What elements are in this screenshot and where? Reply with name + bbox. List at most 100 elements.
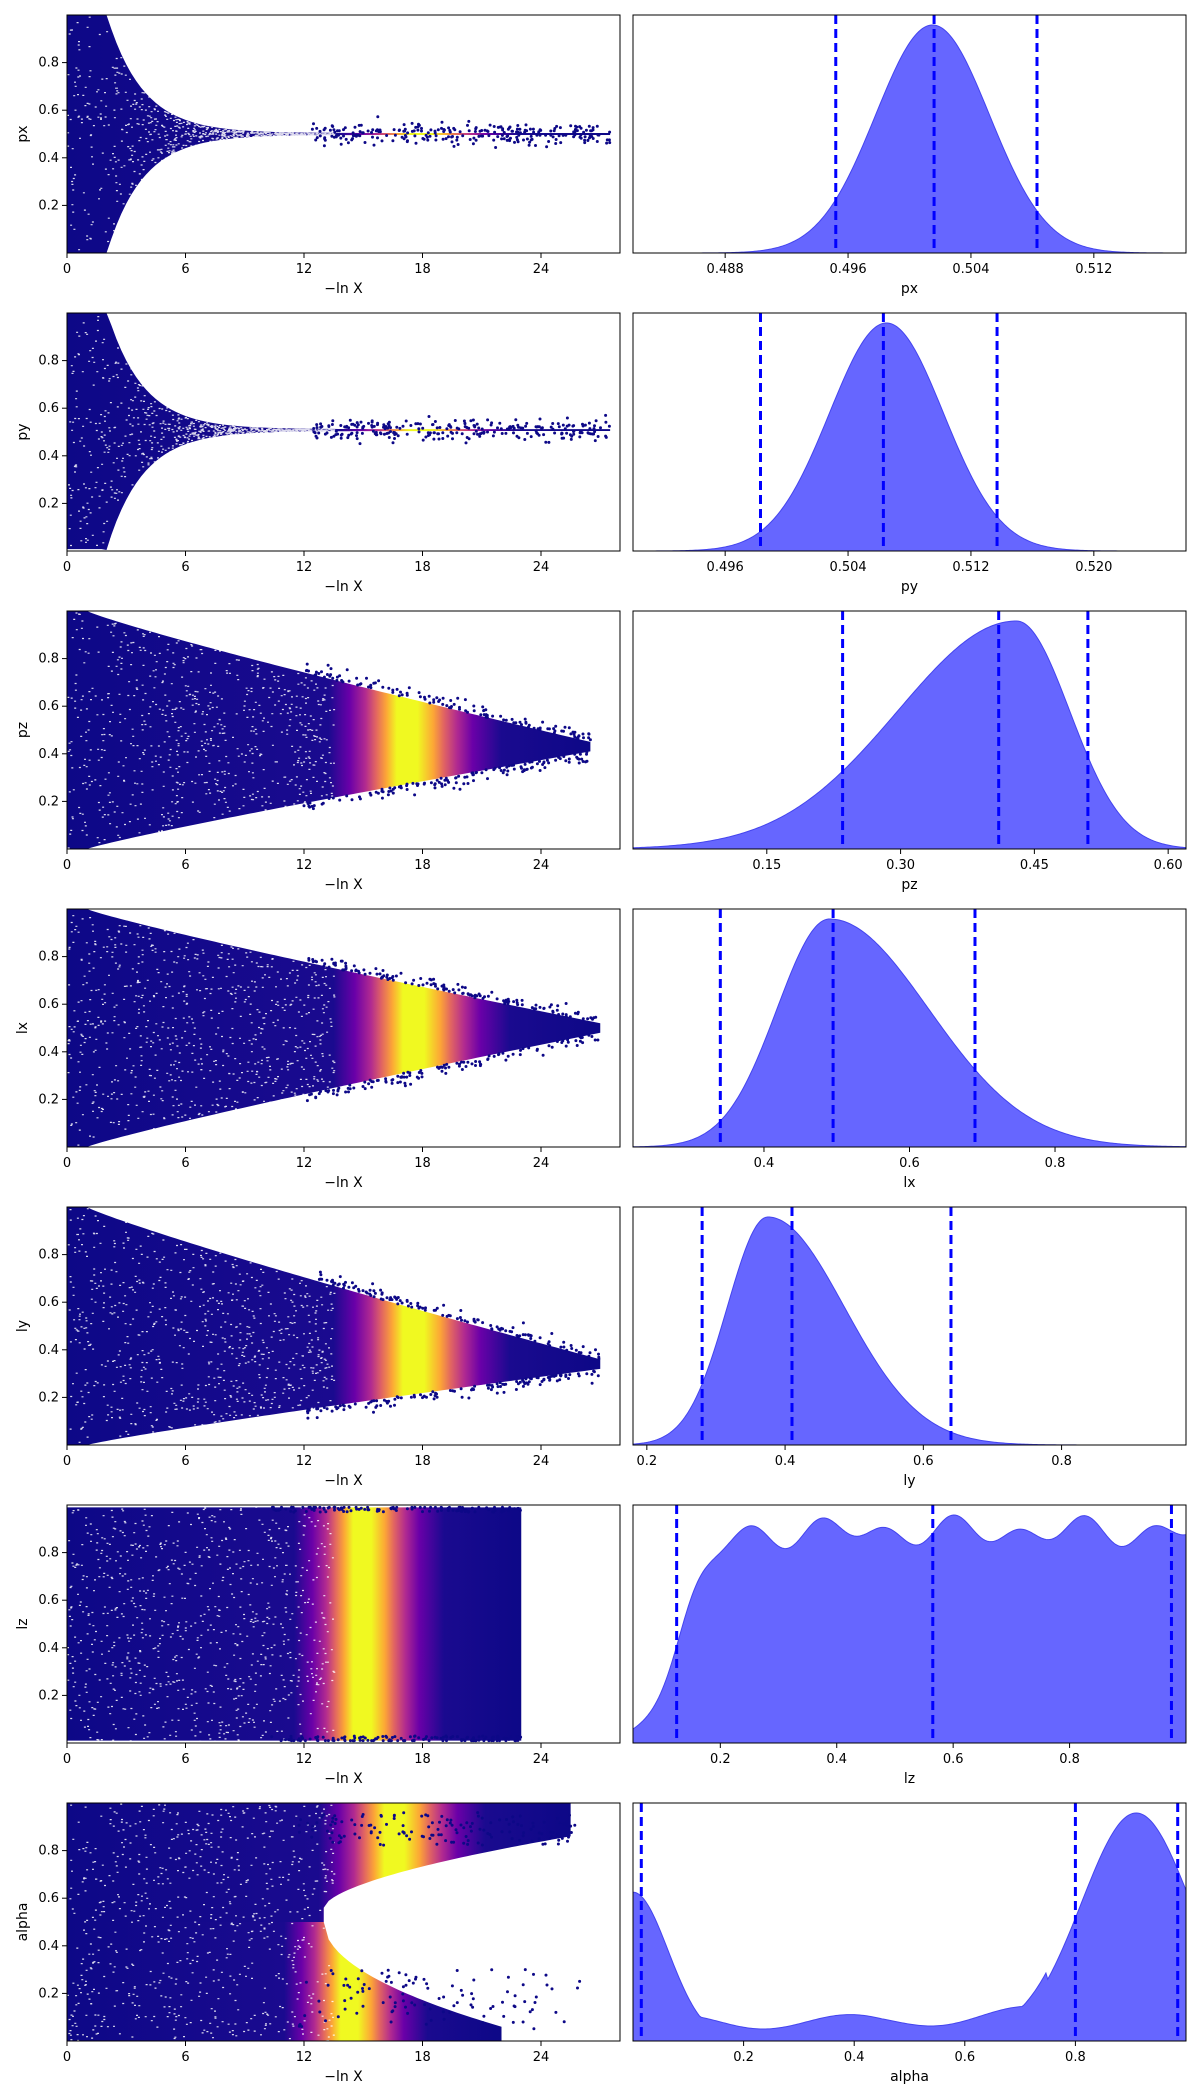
trace-ylabel: lz <box>15 1618 31 1629</box>
trace-panel-lz: 0 6 12 18 24 0.2 0.4 0.6 0.8 −ln X lz <box>15 1504 621 1787</box>
posterior-density-lx <box>632 918 1187 1148</box>
posterior-density-lz <box>632 1514 1187 1744</box>
posterior-ly-xtick-label: 0.6 <box>913 1454 934 1469</box>
posterior-panel-lx: 0.4 0.6 0.8 lx <box>632 908 1187 1191</box>
trace-px-xtick-label: 24 <box>533 262 550 277</box>
trace-ylabel: px <box>15 125 31 142</box>
posterior-lz-xtick-label: 0.2 <box>710 1752 731 1767</box>
trace-px-ytick-label: 0.4 <box>38 151 59 166</box>
posterior-xlabel: py <box>901 579 918 595</box>
trace-ylabel: ly <box>15 1320 31 1332</box>
posterior-lz-xtick-label: 0.8 <box>1059 1752 1080 1767</box>
posterior-ly-xtick-label: 0.8 <box>1051 1454 1072 1469</box>
trace-points-lz <box>67 1505 523 1743</box>
trace-px-frame <box>66 14 621 254</box>
trace-ly-ytick-label: 0.8 <box>38 1248 59 1263</box>
trace-gaps <box>67 1208 336 1443</box>
trace-px-ytick-label: 0.6 <box>38 103 59 118</box>
trace-ly-frame <box>66 1206 621 1446</box>
posterior-px-xtick-label: 0.496 <box>829 262 866 277</box>
posterior-xlabel: ly <box>903 1473 915 1489</box>
trace-alpha-xtick-label: 18 <box>414 2050 431 2065</box>
trace-ylabel: pz <box>15 722 31 738</box>
posterior-alpha-xtick-label: 0.6 <box>954 2050 975 2065</box>
trace-px-ytick-label: 0.2 <box>38 198 59 213</box>
trace-xlabel: −ln X <box>324 2069 363 2085</box>
posterior-xlabel: alpha <box>890 2069 929 2085</box>
posterior-py-xtick-label: 0.512 <box>952 560 989 575</box>
trace-alpha-xtick-label: 0 <box>63 2050 71 2065</box>
trace-pz-ytick-label: 0.8 <box>38 652 59 667</box>
trace-panel-alpha: 0 6 12 18 24 0.2 0.4 0.6 0.8 −ln X alpha <box>15 1802 621 2085</box>
trace-stray-points <box>297 1811 582 2031</box>
posterior-density-py <box>632 322 1186 552</box>
posterior-px-xtick-label: 0.504 <box>952 262 989 277</box>
trace-py-ytick-label: 0.8 <box>38 354 59 369</box>
trace-ly-ytick-label: 0.2 <box>38 1390 59 1405</box>
trace-lx-ytick-label: 0.2 <box>38 1092 59 1107</box>
posterior-ly-xtick-label: 0.2 <box>636 1454 657 1469</box>
posterior-pz-xtick-label: 0.15 <box>752 858 781 873</box>
trace-points-lx <box>67 909 601 1147</box>
trace-lz-ytick-label: 0.6 <box>38 1593 59 1608</box>
trace-lx-ytick-label: 0.4 <box>38 1045 59 1060</box>
trace-alpha-xtick-label: 12 <box>296 2050 313 2065</box>
posterior-xlabel: px <box>901 281 918 297</box>
trace-alpha-xtick-label: 24 <box>533 2050 550 2065</box>
trace-points-alpha <box>67 1803 582 2041</box>
trace-lz-ytick-label: 0.4 <box>38 1641 59 1656</box>
posterior-lx-xtick-label: 0.4 <box>754 1156 775 1171</box>
trace-lz-frame <box>66 1504 621 1744</box>
trace-gaps <box>68 316 336 547</box>
posterior-density-ly <box>632 1216 1186 1446</box>
trace-points-ly <box>67 1207 601 1445</box>
posterior-pz-xtick-label: 0.60 <box>1154 858 1183 873</box>
trace-pz-xtick-label: 18 <box>414 858 431 873</box>
trace-lx-ytick-label: 0.8 <box>38 950 59 965</box>
trace-lx-ytick-label: 0.6 <box>38 997 59 1012</box>
trace-density <box>67 1507 522 1741</box>
trace-density-upper <box>67 1803 571 1922</box>
posterior-panel-px: 0.488 0.496 0.504 0.512 px <box>632 14 1187 297</box>
trace-ylabel: lx <box>15 1022 31 1034</box>
posterior-alpha-frame <box>632 1802 1187 2042</box>
trace-pz-xtick-label: 6 <box>181 858 189 873</box>
trace-stray-points <box>306 1270 601 1420</box>
trace-points-px <box>67 15 612 253</box>
trace-lx-xtick-label: 12 <box>296 1156 313 1171</box>
trace-stray-points <box>310 115 612 149</box>
trace-panel-lx: 0 6 12 18 24 0.2 0.4 0.6 0.8 −ln X lx <box>15 908 621 1191</box>
trace-py-ytick-label: 0.4 <box>38 449 59 464</box>
trace-ly-ytick-label: 0.4 <box>38 1343 59 1358</box>
trace-xlabel: −ln X <box>324 1771 363 1787</box>
posterior-px-xtick-label: 0.488 <box>707 262 744 277</box>
trace-lx-xtick-label: 0 <box>63 1156 71 1171</box>
posterior-py-xtick-label: 0.496 <box>707 560 744 575</box>
trace-gaps <box>67 16 336 251</box>
posterior-xlabel: lx <box>903 1175 915 1191</box>
posterior-panel-py: 0.496 0.504 0.512 0.520 py <box>632 312 1187 595</box>
trace-lz-ytick-label: 0.2 <box>38 1688 59 1703</box>
trace-py-ytick-label: 0.2 <box>38 496 59 511</box>
trace-py-xtick-label: 18 <box>414 560 431 575</box>
trace-lz-xtick-label: 24 <box>533 1752 550 1767</box>
posterior-py-xtick-label: 0.504 <box>829 560 866 575</box>
posterior-panel-ly: 0.2 0.4 0.6 0.8 ly <box>632 1206 1187 1489</box>
trace-lx-xtick-label: 6 <box>181 1156 189 1171</box>
posterior-pz-xtick-label: 0.30 <box>886 858 915 873</box>
trace-py-xtick-label: 24 <box>533 560 550 575</box>
trace-px-xtick-label: 6 <box>181 262 189 277</box>
trace-pz-xtick-label: 12 <box>296 858 313 873</box>
trace-lx-xtick-label: 18 <box>414 1156 431 1171</box>
posterior-lx-xtick-label: 0.8 <box>1045 1156 1066 1171</box>
trace-lz-xtick-label: 12 <box>296 1752 313 1767</box>
trace-xlabel: −ln X <box>324 579 363 595</box>
trace-points-pz <box>67 611 592 849</box>
trace-panel-pz: 0 6 12 18 24 0.2 0.4 0.6 0.8 −ln X pz <box>15 610 621 893</box>
trace-density <box>67 611 591 849</box>
trace-ly-ytick-label: 0.6 <box>38 1295 59 1310</box>
posterior-alpha-xtick-label: 0.2 <box>733 2050 754 2065</box>
trace-pz-ytick-label: 0.2 <box>38 794 59 809</box>
trace-density <box>67 313 611 551</box>
